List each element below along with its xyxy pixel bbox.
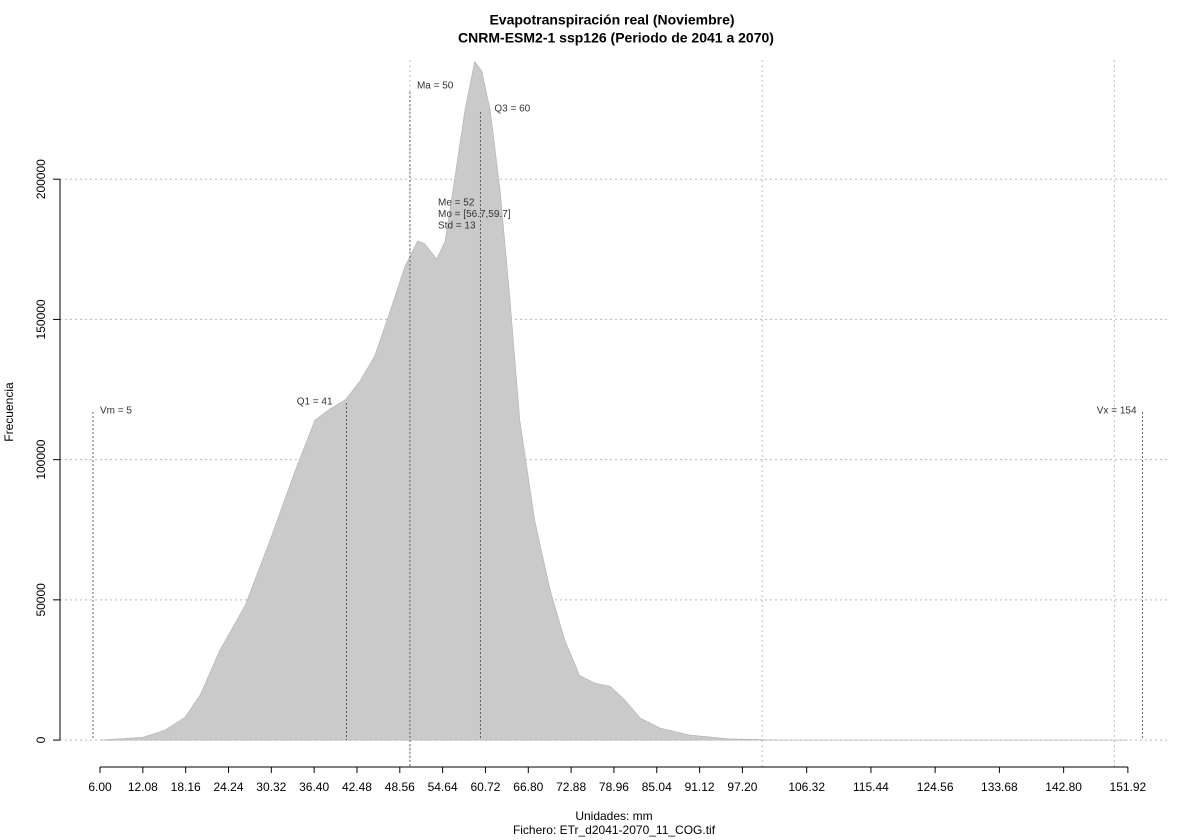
caption: Fichero: ETr_d2041-2070_11_COG.tif [513, 823, 716, 837]
x-tick-label: 151.92 [1110, 780, 1147, 794]
x-tick-label: 106.32 [788, 780, 825, 794]
x-tick-label: 48.56 [385, 780, 415, 794]
stat-annotation: Mo = [56.7,59.7] [438, 209, 511, 220]
x-tick-label: 54.64 [428, 780, 458, 794]
x-tick-label: 91.12 [685, 780, 715, 794]
x-tick-label: 60.72 [470, 780, 500, 794]
x-tick-label: 124.56 [917, 780, 954, 794]
y-tick-label: 150000 [34, 299, 48, 339]
x-axis-label: Unidades: mm [575, 809, 652, 823]
marker-label: Q1 = 41 [297, 397, 333, 408]
marker-label: Ma = 50 [417, 81, 454, 92]
stat-annotation: Std = 13 [438, 221, 476, 232]
x-tick-label: 36.40 [299, 780, 329, 794]
chart-title: Evapotranspiración real (Noviembre) [489, 12, 734, 28]
marker-label: Vx = 154 [1097, 406, 1137, 417]
x-tick-label: 30.32 [256, 780, 286, 794]
y-tick-label: 0 [34, 736, 48, 743]
x-tick-label: 133.68 [981, 780, 1018, 794]
x-tick-label: 6.00 [88, 780, 112, 794]
stat-annotation: Me = 52 [438, 198, 475, 209]
x-tick-label: 24.24 [213, 780, 243, 794]
y-axis-label: Frecuencia [2, 382, 16, 442]
y-tick-label: 100000 [34, 439, 48, 479]
y-tick-label: 200000 [34, 159, 48, 199]
x-tick-label: 42.48 [342, 780, 372, 794]
density-area [99, 60, 1128, 741]
y-tick-label: 50000 [34, 583, 48, 617]
x-tick-label: 85.04 [642, 780, 672, 794]
chart-subtitle: CNRM-ESM2-1 ssp126 (Periodo de 2041 a 20… [458, 30, 774, 46]
x-tick-label: 12.08 [128, 780, 158, 794]
marker-label: Q3 = 60 [494, 104, 530, 115]
marker-label: Vm = 5 [100, 406, 132, 417]
x-tick-label: 66.80 [513, 780, 543, 794]
x-tick-label: 97.20 [727, 780, 757, 794]
x-tick-label: 72.88 [556, 780, 586, 794]
x-tick-label: 115.44 [853, 780, 889, 794]
x-tick-label: 18.16 [171, 780, 201, 794]
x-tick-label: 78.96 [599, 780, 629, 794]
x-tick-label: 142.80 [1045, 780, 1082, 794]
